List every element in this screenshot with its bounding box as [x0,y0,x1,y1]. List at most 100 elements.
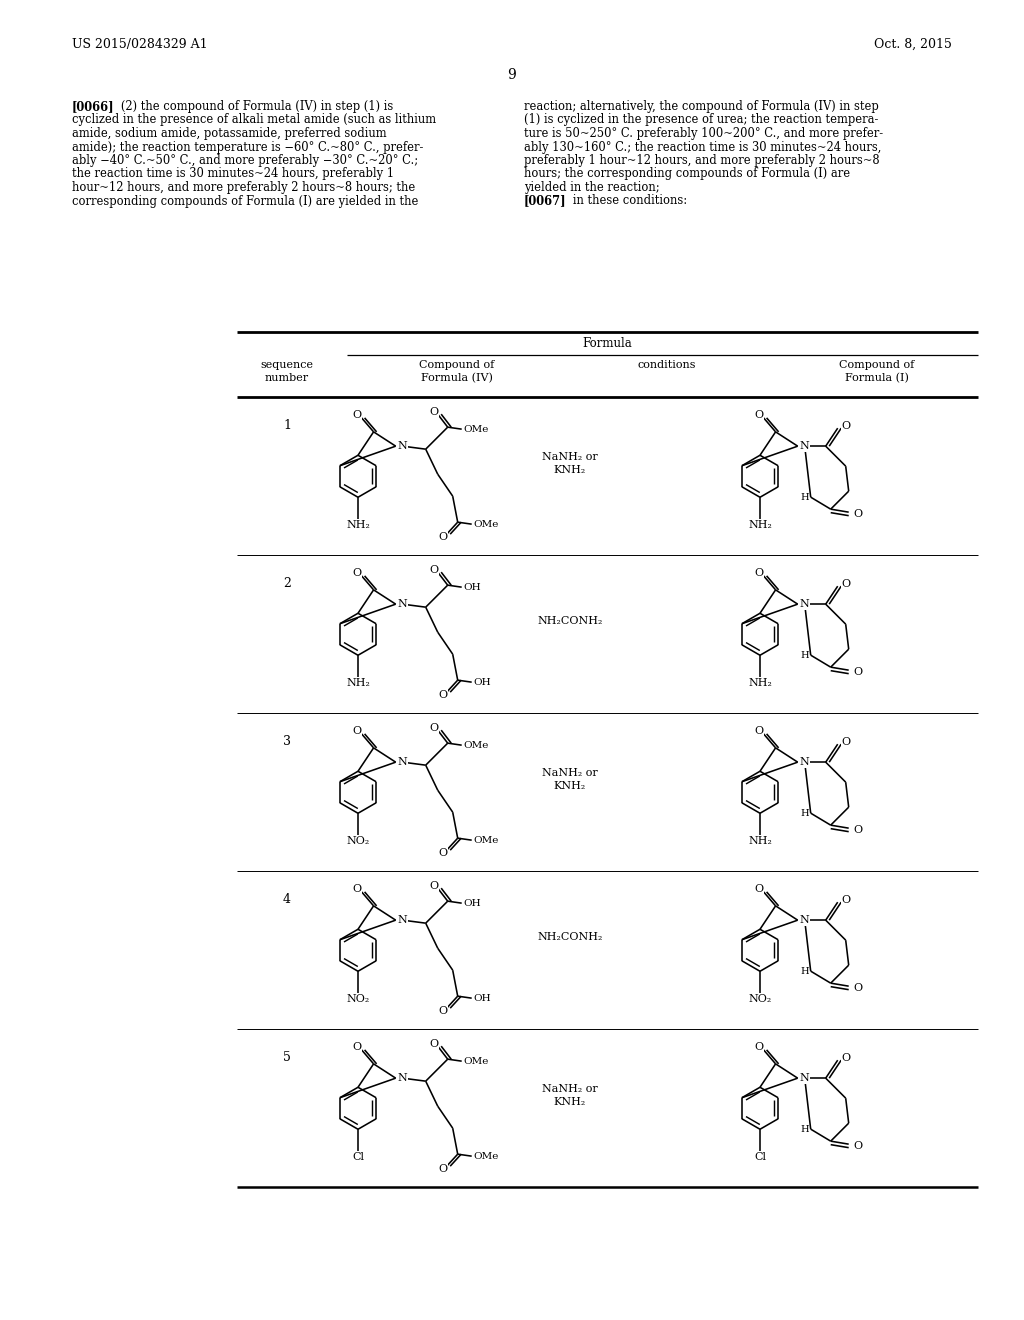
Text: O: O [854,825,863,836]
Text: OMe: OMe [464,741,489,750]
Text: N: N [800,915,809,925]
Text: N: N [800,1073,809,1084]
Text: O: O [854,510,863,519]
Text: [0067]: [0067] [524,194,566,207]
Text: H: H [800,1125,809,1134]
Text: O: O [429,407,438,417]
Text: 5: 5 [283,1051,291,1064]
Text: OMe: OMe [474,520,499,529]
Text: NaNH₂ or
KNH₂: NaNH₂ or KNH₂ [542,1084,598,1107]
Text: H: H [800,809,809,817]
Text: NH₂: NH₂ [749,520,772,531]
Text: N: N [397,1073,408,1084]
Text: NO₂: NO₂ [346,994,370,1005]
Text: OH: OH [474,677,492,686]
Text: (1) is cyclized in the presence of urea; the reaction tempera-: (1) is cyclized in the presence of urea;… [524,114,879,127]
Text: O: O [754,568,763,578]
Text: NH₂: NH₂ [346,678,370,688]
Text: yielded in the reaction;: yielded in the reaction; [524,181,659,194]
Text: NH₂: NH₂ [346,520,370,531]
Text: N: N [397,599,408,609]
Text: 4: 4 [283,894,291,906]
Text: O: O [352,409,361,420]
Text: N: N [800,599,809,609]
Text: NaNH₂ or
KNH₂: NaNH₂ or KNH₂ [542,451,598,475]
Text: ture is 50~250° C. preferably 100~200° C., and more prefer-: ture is 50~250° C. preferably 100~200° C… [524,127,883,140]
Text: Compound of
Formula (IV): Compound of Formula (IV) [420,360,495,384]
Text: O: O [438,1006,447,1016]
Text: (2) the compound of Formula (IV) in step (1) is: (2) the compound of Formula (IV) in step… [110,100,393,114]
Text: NO₂: NO₂ [346,837,370,846]
Text: in these conditions:: in these conditions: [562,194,687,207]
Text: Formula: Formula [582,337,632,350]
Text: H: H [800,966,809,975]
Text: ably −40° C.~50° C., and more preferably −30° C.~20° C.;: ably −40° C.~50° C., and more preferably… [72,154,418,168]
Text: O: O [438,690,447,700]
Text: O: O [438,849,447,858]
Text: the reaction time is 30 minutes~24 hours, preferably 1: the reaction time is 30 minutes~24 hours… [72,168,394,181]
Text: O: O [429,565,438,576]
Text: O: O [754,726,763,735]
Text: O: O [842,895,851,906]
Text: amide, sodium amide, potassamide, preferred sodium: amide, sodium amide, potassamide, prefer… [72,127,387,140]
Text: cyclized in the presence of alkali metal amide (such as lithium: cyclized in the presence of alkali metal… [72,114,436,127]
Text: 3: 3 [283,735,291,748]
Text: O: O [842,737,851,747]
Text: OH: OH [474,994,492,1003]
Text: OH: OH [464,899,481,908]
Text: Oct. 8, 2015: Oct. 8, 2015 [874,38,952,51]
Text: 1: 1 [283,418,291,432]
Text: N: N [800,758,809,767]
Text: N: N [800,441,809,451]
Text: NH₂: NH₂ [749,837,772,846]
Text: O: O [854,1142,863,1151]
Text: H: H [800,492,809,502]
Text: O: O [754,884,763,894]
Text: 9: 9 [508,69,516,82]
Text: OH: OH [464,582,481,591]
Text: O: O [429,882,438,891]
Text: O: O [352,726,361,735]
Text: O: O [842,421,851,432]
Text: OMe: OMe [464,425,489,434]
Text: sequence
number: sequence number [260,360,313,383]
Text: O: O [842,1053,851,1063]
Text: NaNH₂ or
KNH₂: NaNH₂ or KNH₂ [542,768,598,791]
Text: O: O [842,579,851,589]
Text: preferably 1 hour~12 hours, and more preferably 2 hours~8: preferably 1 hour~12 hours, and more pre… [524,154,880,168]
Text: O: O [438,532,447,543]
Text: OMe: OMe [464,1056,489,1065]
Text: N: N [397,758,408,767]
Text: OMe: OMe [474,836,499,845]
Text: O: O [438,1164,447,1175]
Text: corresponding compounds of Formula (I) are yielded in the: corresponding compounds of Formula (I) a… [72,194,419,207]
Text: N: N [397,441,408,451]
Text: conditions: conditions [638,360,696,370]
Text: NH₂: NH₂ [749,678,772,688]
Text: O: O [854,983,863,993]
Text: O: O [352,1041,361,1052]
Text: ably 130~160° C.; the reaction time is 30 minutes~24 hours,: ably 130~160° C.; the reaction time is 3… [524,140,882,153]
Text: Cl: Cl [754,1152,766,1162]
Text: H: H [800,651,809,660]
Text: O: O [429,1039,438,1049]
Text: NO₂: NO₂ [749,994,772,1005]
Text: NH₂CONH₂: NH₂CONH₂ [538,616,603,626]
Text: amide); the reaction temperature is −60° C.~80° C., prefer-: amide); the reaction temperature is −60°… [72,140,423,153]
Text: O: O [429,723,438,733]
Text: 2: 2 [283,577,291,590]
Text: O: O [754,409,763,420]
Text: Compound of
Formula (I): Compound of Formula (I) [840,360,914,384]
Text: N: N [397,915,408,925]
Text: hours; the corresponding compounds of Formula (I) are: hours; the corresponding compounds of Fo… [524,168,850,181]
Text: O: O [352,568,361,578]
Text: NH₂CONH₂: NH₂CONH₂ [538,932,603,942]
Text: US 2015/0284329 A1: US 2015/0284329 A1 [72,38,208,51]
Text: O: O [854,667,863,677]
Text: O: O [754,1041,763,1052]
Text: Cl: Cl [352,1152,364,1162]
Text: O: O [352,884,361,894]
Text: reaction; alternatively, the compound of Formula (IV) in step: reaction; alternatively, the compound of… [524,100,879,114]
Text: hour~12 hours, and more preferably 2 hours~8 hours; the: hour~12 hours, and more preferably 2 hou… [72,181,416,194]
Text: OMe: OMe [474,1151,499,1160]
